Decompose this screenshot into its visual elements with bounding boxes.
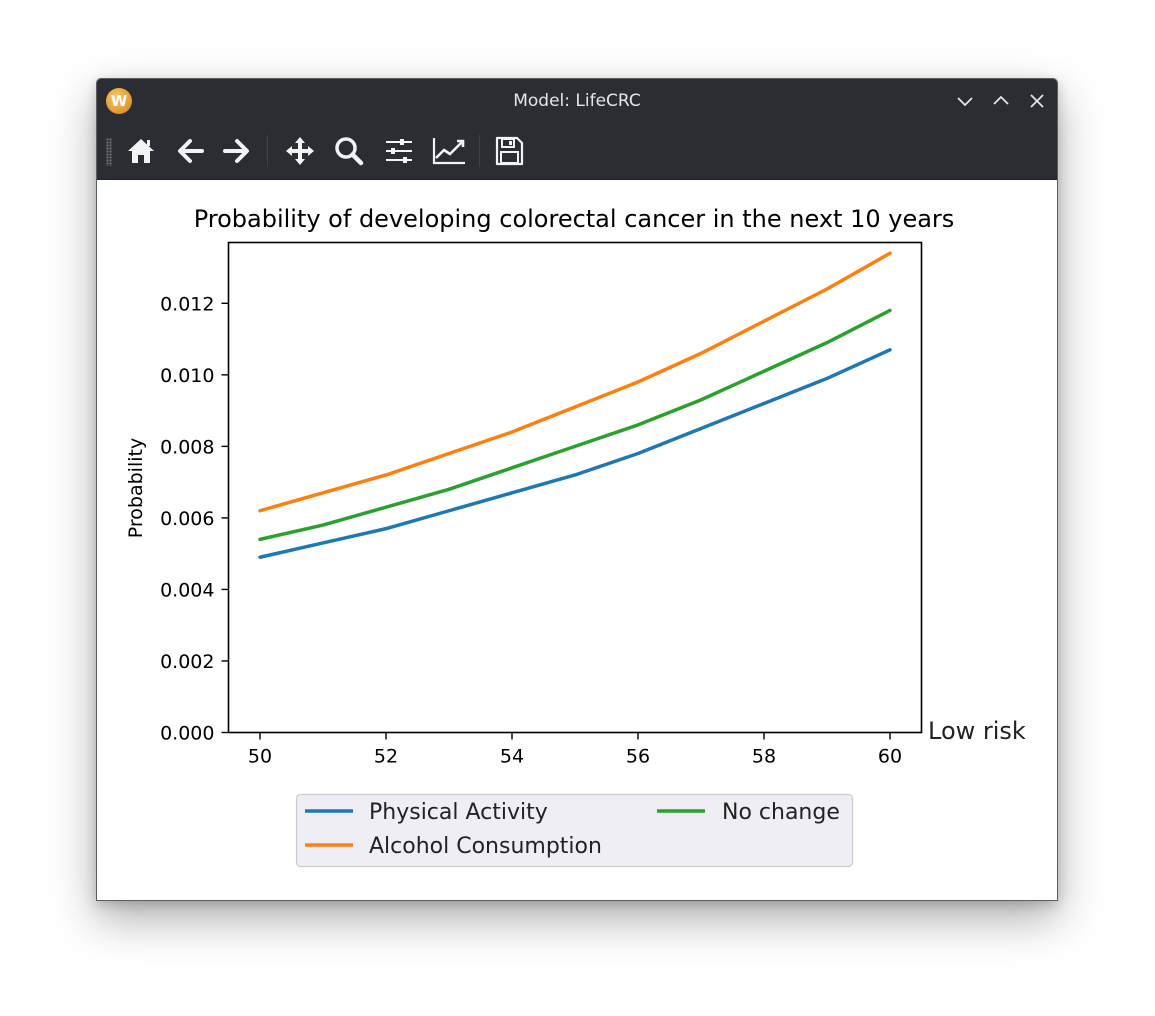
figure-canvas[interactable]: Probability of developing colorectal can…	[97, 180, 1057, 901]
y-axis: 0.000 0.002 0.004 0.006 0.008 0.010 0.012	[160, 293, 229, 745]
legend: Physical Activity Alcohol Consumption No…	[295, 793, 854, 868]
y-tick-label: 0.000	[160, 723, 214, 745]
line-chart[interactable]: Probability of developing colorectal can…	[97, 180, 1057, 901]
home-icon	[128, 139, 154, 163]
chevron-down-icon	[957, 97, 973, 107]
forward-arrow-icon	[223, 139, 249, 163]
subplots-button[interactable]	[379, 131, 419, 171]
plot-frame	[227, 241, 923, 734]
x-axis: 50 52 54 56 58 60	[248, 732, 902, 768]
figure-window: W Model: LifeCRC	[96, 78, 1058, 901]
save-icon	[495, 136, 524, 166]
chart-title: Probability of developing colorectal can…	[194, 205, 955, 233]
home-button[interactable]	[121, 131, 161, 171]
minimize-button[interactable]	[953, 89, 977, 113]
subplots-icon	[386, 139, 412, 163]
y-tick-label: 0.012	[160, 293, 214, 315]
customize-axes-button[interactable]	[429, 131, 469, 171]
axes-edit-icon	[432, 138, 465, 165]
save-button[interactable]	[489, 131, 529, 171]
x-tick-label: 58	[752, 746, 776, 768]
zoom-button[interactable]	[329, 131, 369, 171]
x-tick-label: 50	[248, 746, 272, 768]
zoom-icon	[335, 137, 364, 166]
toolbar-separator	[267, 135, 268, 167]
y-axis-label: Probability	[125, 438, 147, 538]
chevron-up-icon	[993, 95, 1009, 105]
y-tick-label: 0.010	[160, 365, 214, 387]
series-layer	[258, 251, 892, 559]
series-line-no-change	[258, 308, 892, 542]
legend-box	[295, 793, 854, 868]
series-line-physical-activity	[258, 348, 892, 559]
risk-level-label: Low risk	[928, 717, 1026, 745]
series-line-alcohol-consumption	[258, 251, 892, 513]
toolbar-grip[interactable]	[106, 138, 112, 166]
forward-button[interactable]	[217, 131, 257, 171]
y-tick-label: 0.006	[160, 508, 214, 530]
x-tick-label: 52	[374, 746, 398, 768]
x-tick-label: 56	[626, 746, 650, 768]
legend-label-no-change: No change	[722, 800, 840, 825]
toolbar-separator	[479, 135, 480, 167]
title-bar[interactable]: W Model: LifeCRC	[97, 79, 1057, 123]
legend-label-alcohol-consumption: Alcohol Consumption	[369, 834, 602, 859]
close-icon	[1030, 94, 1044, 108]
back-button[interactable]	[170, 131, 210, 171]
close-button[interactable]	[1025, 89, 1049, 113]
pan-button[interactable]	[280, 131, 320, 171]
pan-icon	[286, 137, 314, 165]
x-tick-label: 60	[878, 746, 902, 768]
y-tick-label: 0.002	[160, 651, 214, 673]
y-tick-label: 0.004	[160, 579, 214, 601]
y-tick-label: 0.008	[160, 436, 214, 458]
window-title: Model: LifeCRC	[513, 91, 641, 111]
legend-label-physical-activity: Physical Activity	[369, 800, 548, 825]
navigation-toolbar	[97, 123, 1057, 180]
app-logo-icon: W	[106, 88, 132, 114]
x-tick-label: 54	[500, 746, 524, 768]
maximize-button[interactable]	[989, 89, 1013, 113]
back-arrow-icon	[178, 139, 204, 163]
